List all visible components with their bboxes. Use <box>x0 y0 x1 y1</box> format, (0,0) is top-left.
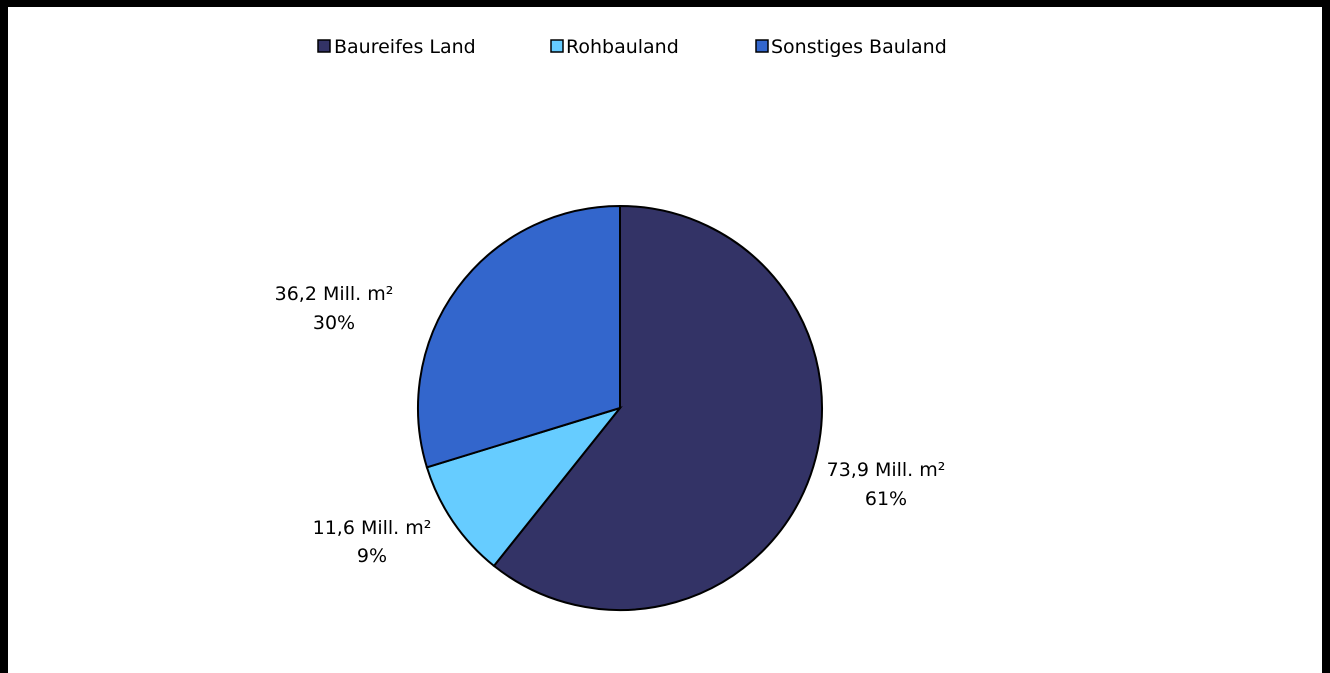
pie-slice-rohbauland <box>425 406 623 568</box>
legend-label-baureifes-land: Baureifes Land <box>334 36 476 58</box>
data-label-value-baureifes-land: 73,9 Mill. m² <box>827 459 946 481</box>
legend-swatch-sonstiges-bauland <box>755 39 769 53</box>
legend-swatch-rohbauland <box>550 39 564 53</box>
data-label-value-rohbauland: 11,6 Mill. m² <box>313 517 432 539</box>
legend-item-sonstiges-bauland: Sonstiges Bauland <box>755 36 947 58</box>
pie-slices <box>417 204 823 611</box>
legend: Baureifes Land Rohbauland Sonstiges Baul… <box>317 36 947 58</box>
legend-item-baureifes-land: Baureifes Land <box>317 36 476 58</box>
data-label-percent-baureifes-land: 61% <box>865 488 907 510</box>
data-labels: 73,9 Mill. m² 61% 11,6 Mill. m² 9% 36,2 … <box>275 283 946 567</box>
data-label-percent-sonstiges-bauland: 30% <box>313 312 355 334</box>
legend-swatch-baureifes-land <box>317 39 331 53</box>
pie-slice-sonstiges-bauland <box>417 204 621 469</box>
legend-item-rohbauland: Rohbauland <box>550 36 679 58</box>
legend-label-sonstiges-bauland: Sonstiges Bauland <box>771 36 947 58</box>
pie-slice-baureifes-land <box>492 204 823 611</box>
data-label-percent-rohbauland: 9% <box>357 545 387 567</box>
legend-label-rohbauland: Rohbauland <box>566 36 679 58</box>
data-label-value-sonstiges-bauland: 36,2 Mill. m² <box>275 283 394 305</box>
